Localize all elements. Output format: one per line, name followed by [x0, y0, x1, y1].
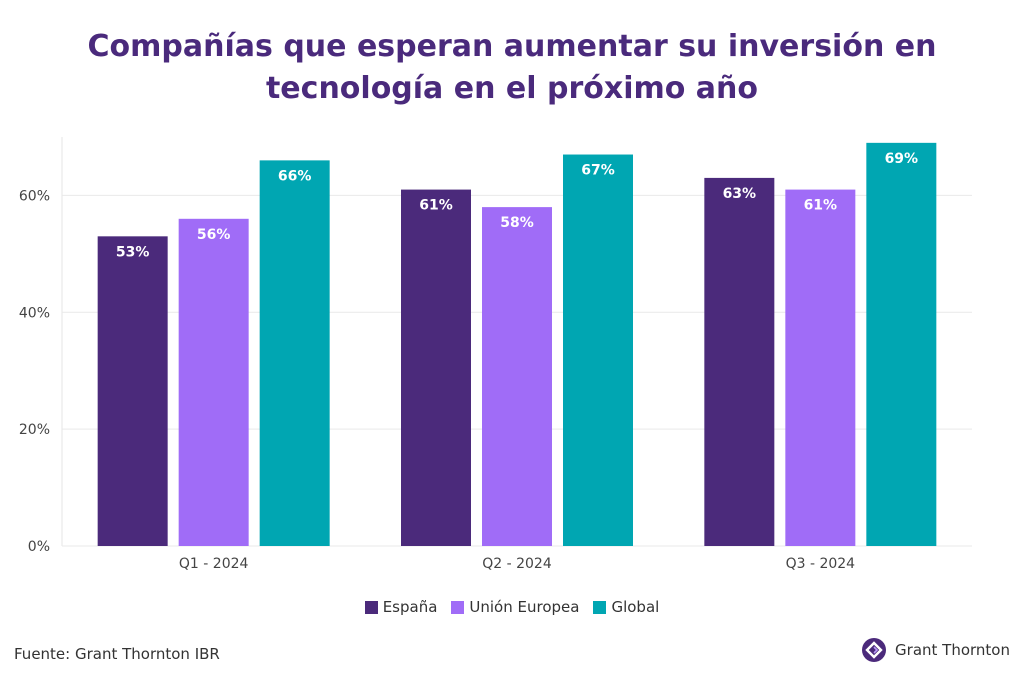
legend-item-union-europea: Unión Europea	[451, 598, 579, 616]
legend-swatch-global	[593, 600, 607, 614]
data-label: 61%	[804, 198, 838, 214]
bar	[785, 189, 856, 547]
legend-label-espana: España	[382, 598, 438, 616]
bar-chart: 0% 20% 40% 60% 53% 56% 66% Q1 - 2024 61% 58% 67% Q2…	[19, 137, 972, 572]
bar	[178, 218, 249, 547]
chart-title-line-1: Compañías que esperan aumentar su invers…	[87, 29, 937, 64]
y-tick-label: 40%	[19, 305, 50, 321]
legend-item-global: Global	[593, 598, 659, 616]
bar	[563, 154, 633, 546]
legend-swatch-union-europea	[451, 600, 465, 614]
grant-thornton-logo: Grant Thornton	[861, 637, 1010, 663]
bar	[259, 160, 330, 546]
bar	[482, 207, 552, 546]
chart-title-line-2: tecnología en el próximo año	[265, 71, 759, 106]
data-label: 67%	[581, 163, 615, 179]
data-label: 61%	[419, 198, 453, 214]
data-label: 58%	[500, 215, 534, 231]
bar	[97, 236, 168, 547]
data-label: 63%	[723, 186, 757, 202]
bar	[866, 142, 937, 547]
y-tick-label: 60%	[19, 188, 50, 204]
legend-item-espana: España	[364, 598, 438, 616]
source-note: Fuente: Grant Thornton IBR	[14, 645, 220, 663]
legend-swatch-espana	[364, 600, 378, 614]
bar	[704, 177, 775, 546]
data-label: 56%	[197, 227, 231, 243]
y-tick-label: 0%	[28, 539, 50, 555]
data-label: 66%	[278, 168, 312, 184]
legend-label-global: Global	[611, 598, 660, 616]
legend: España Unión Europea Global	[0, 598, 1024, 616]
data-label: 69%	[885, 151, 919, 167]
chart-title: Compañías que esperan aumentar su invers…	[0, 26, 1024, 110]
logo-text: Grant Thornton	[895, 641, 1010, 659]
legend-label-union-europea: Unión Europea	[469, 598, 580, 616]
grant-thornton-logo-icon	[862, 638, 887, 662]
bar	[401, 189, 471, 547]
data-label: 53%	[116, 244, 150, 260]
x-tick-label: Q1 - 2024	[179, 556, 249, 572]
x-tick-label: Q3 - 2024	[786, 556, 856, 572]
y-tick-label: 20%	[19, 422, 50, 438]
x-tick-label: Q2 - 2024	[482, 556, 552, 572]
